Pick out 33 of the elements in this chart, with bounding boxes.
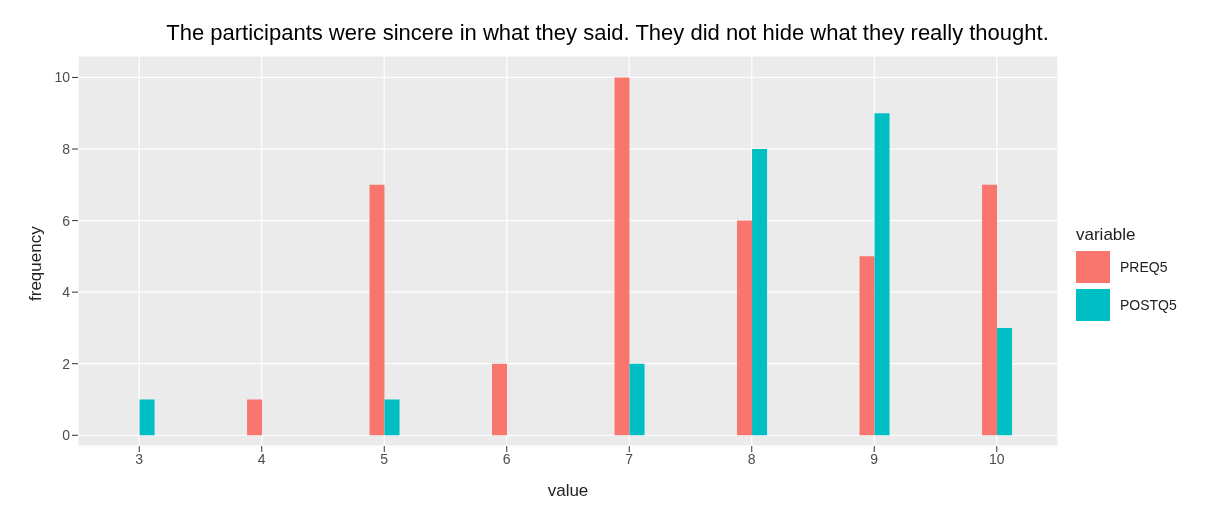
bar: [859, 256, 875, 436]
y-tick-label: 4: [62, 284, 71, 301]
x-tick-label: 3: [135, 450, 144, 467]
x-tick-label: 6: [502, 450, 511, 467]
bar: [492, 363, 508, 436]
y-tick-label: 10: [54, 69, 71, 86]
bar: [997, 327, 1013, 436]
bar: [982, 184, 998, 436]
chart-title: The participants were sincere in what they said. They did not hide what they really thought.: [165, 19, 1050, 46]
bar: [737, 220, 753, 436]
x-tick-label: 4: [257, 450, 266, 467]
legend-title: variable: [1076, 225, 1137, 245]
bar: [629, 363, 645, 436]
legend-label: POSTQ5: [1120, 297, 1177, 313]
y-tick-label: 0: [62, 427, 71, 444]
bar: [384, 399, 400, 436]
bar: [247, 399, 263, 436]
x-axis-title: value: [547, 481, 589, 500]
x-tick-label: 7: [625, 450, 634, 467]
y-tick-label: 2: [62, 355, 71, 372]
x-tick-label: 5: [380, 450, 389, 467]
y-tick-label: 8: [62, 141, 71, 157]
x-tick-label: 10: [988, 450, 1005, 467]
bar: [752, 149, 768, 436]
legend-label: PREQ5: [1120, 259, 1168, 275]
bar: [614, 77, 630, 436]
x-tick-label: 9: [870, 450, 879, 467]
y-axis-title: frequency: [26, 226, 46, 301]
bar: [139, 399, 155, 436]
x-tick-label: 8: [747, 450, 756, 467]
bar: [874, 113, 890, 436]
y-tick-label: 6: [62, 212, 71, 229]
bar: [369, 184, 385, 436]
